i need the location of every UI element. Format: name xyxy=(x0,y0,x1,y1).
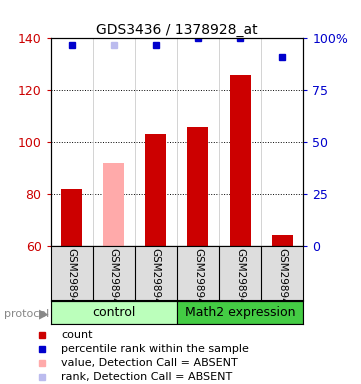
Text: GSM298945: GSM298945 xyxy=(235,248,245,312)
Bar xyxy=(61,189,82,246)
Text: control: control xyxy=(92,306,135,319)
Bar xyxy=(187,126,208,246)
Text: ▶: ▶ xyxy=(39,308,49,321)
Text: GSM298942: GSM298942 xyxy=(109,248,119,312)
Text: count: count xyxy=(61,330,93,340)
Text: Math2 expression: Math2 expression xyxy=(185,306,295,319)
Bar xyxy=(230,74,251,246)
Bar xyxy=(271,235,293,246)
Text: GSM298941: GSM298941 xyxy=(66,248,77,312)
Text: rank, Detection Call = ABSENT: rank, Detection Call = ABSENT xyxy=(61,372,232,382)
Bar xyxy=(51,301,177,324)
Text: GSM298944: GSM298944 xyxy=(193,248,203,312)
Text: percentile rank within the sample: percentile rank within the sample xyxy=(61,344,249,354)
Bar xyxy=(103,163,124,246)
Text: GSM298946: GSM298946 xyxy=(277,248,287,312)
Bar xyxy=(145,134,166,246)
Text: value, Detection Call = ABSENT: value, Detection Call = ABSENT xyxy=(61,358,238,368)
Title: GDS3436 / 1378928_at: GDS3436 / 1378928_at xyxy=(96,23,258,37)
Bar xyxy=(177,301,303,324)
Text: GSM298943: GSM298943 xyxy=(151,248,161,312)
Text: protocol: protocol xyxy=(4,309,49,319)
